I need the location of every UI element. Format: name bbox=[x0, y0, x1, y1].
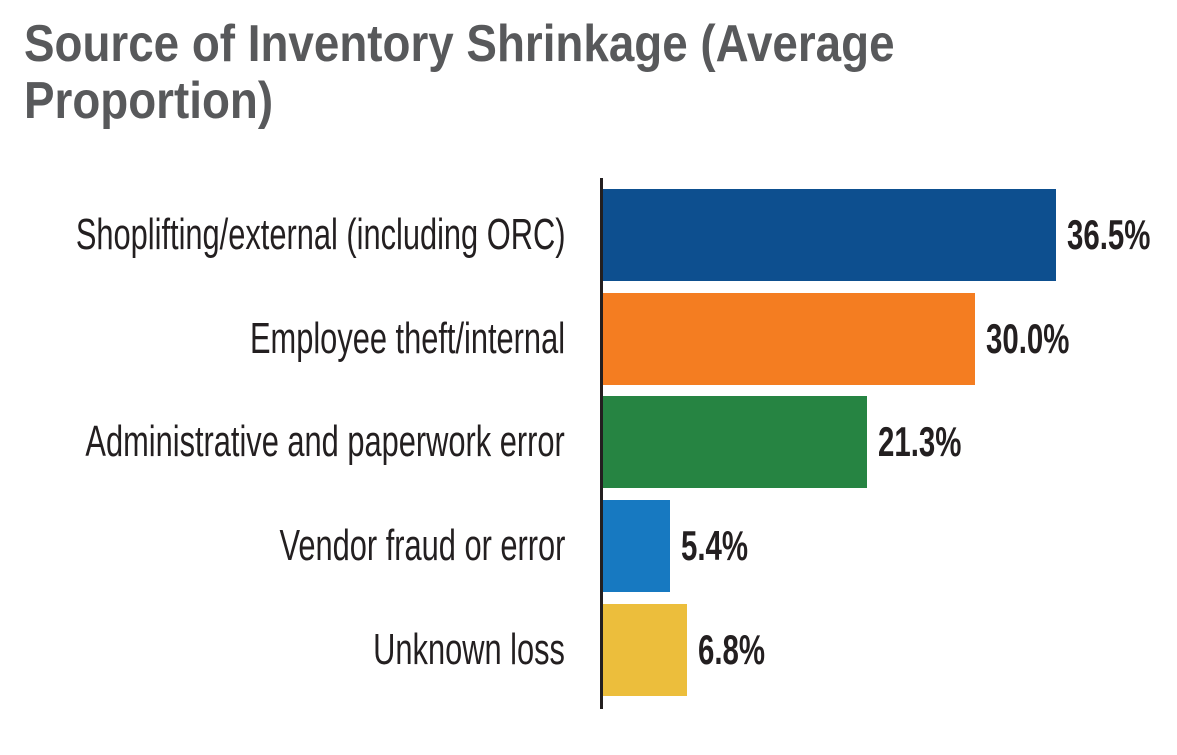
value-label: 36.5% bbox=[1067, 189, 1177, 281]
category-label: Administrative and paperwork error bbox=[0, 396, 565, 488]
category-label-text: Shoplifting/external (including ORC) bbox=[75, 210, 565, 259]
bar-row: Unknown loss 6.8% bbox=[0, 604, 1177, 696]
chart-title-text: Source of Inventory Shrinkage (Average P… bbox=[24, 15, 895, 130]
category-label-text: Vendor fraud or error bbox=[279, 521, 565, 570]
value-label-text: 30.0% bbox=[986, 315, 1070, 362]
bar bbox=[603, 396, 867, 488]
bar-row: Shoplifting/external (including ORC) 36.5… bbox=[0, 189, 1177, 281]
bar bbox=[603, 293, 975, 385]
value-label-text: 5.4% bbox=[681, 522, 749, 569]
category-label: Employee theft/internal bbox=[0, 293, 565, 385]
chart-title: Source of Inventory Shrinkage (Average P… bbox=[24, 16, 1045, 130]
y-axis-line bbox=[600, 178, 603, 709]
category-label: Shoplifting/external (including ORC) bbox=[0, 189, 565, 281]
bar-row: Administrative and paperwork error 21.3% bbox=[0, 396, 1177, 488]
value-label: 30.0% bbox=[986, 293, 1105, 385]
value-label-text: 21.3% bbox=[878, 418, 962, 465]
bar bbox=[603, 500, 670, 592]
value-label: 5.4% bbox=[681, 500, 777, 592]
value-label-text: 36.5% bbox=[1067, 211, 1151, 258]
bar bbox=[603, 604, 687, 696]
bar-row: Vendor fraud or error 5.4% bbox=[0, 500, 1177, 592]
category-label-text: Unknown loss bbox=[373, 625, 565, 674]
value-label: 6.8% bbox=[698, 604, 794, 696]
bar-row: Employee theft/internal 30.0% bbox=[0, 293, 1177, 385]
category-label: Vendor fraud or error bbox=[0, 500, 565, 592]
category-label-text: Employee theft/internal bbox=[249, 314, 565, 363]
category-label: Unknown loss bbox=[0, 604, 565, 696]
value-label-text: 6.8% bbox=[698, 626, 766, 673]
bar bbox=[603, 189, 1056, 281]
value-label: 21.3% bbox=[878, 396, 997, 488]
category-label-text: Administrative and paperwork error bbox=[85, 417, 565, 466]
